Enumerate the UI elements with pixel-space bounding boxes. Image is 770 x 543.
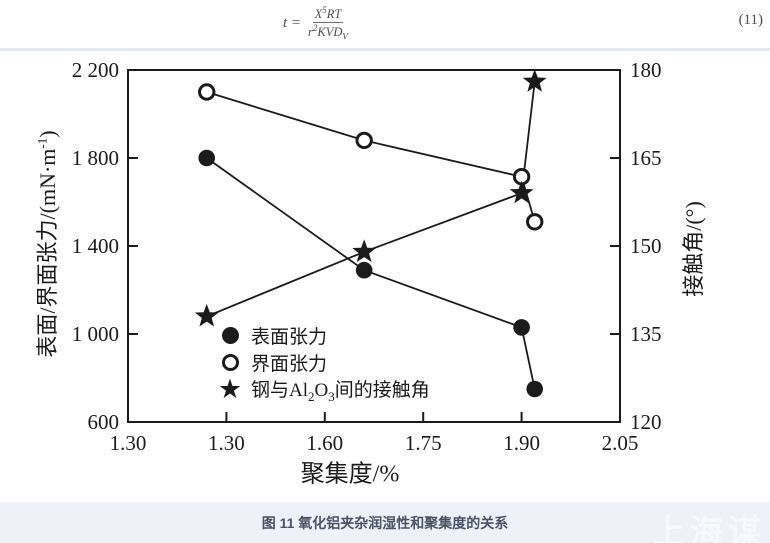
equation-lhs: t = [283, 14, 302, 31]
x-tick-label: 1.90 [503, 431, 540, 455]
watermark-text: 上海谋 [652, 513, 766, 543]
x-axis-title: 聚集度/% [300, 461, 400, 488]
equation: t = X5RT r2KVDV [283, 5, 348, 42]
legend-marker-cell [216, 327, 244, 344]
open-circle-icon [221, 354, 239, 371]
y-left-tick-label: 1 000 [71, 322, 119, 346]
legend-item-interface-tension: 界面张力 [216, 349, 430, 376]
x-tick-label: 2.05 [601, 431, 639, 455]
y-left-tick-label: 1 400 [71, 234, 119, 258]
y-right-tick-label: 135 [630, 322, 662, 346]
section-divider [0, 48, 770, 51]
chart-legend: 表面张力 界面张力 ★ 钢与Al2O3间的接触角 [216, 322, 430, 403]
figure-caption: 图 11 氧化铝夹杂润湿性和聚集度的关系 [261, 514, 509, 531]
filled-circle-icon [221, 327, 239, 344]
y-right-tick-label: 165 [630, 146, 662, 170]
x-tick-label: 1.30 [208, 431, 245, 455]
x-tick-label: 1.60 [306, 431, 344, 455]
y-right-tick-label: 120 [630, 410, 662, 434]
legend-item-surface-tension: 表面张力 [216, 322, 430, 349]
equation-denominator: r2KVDV [308, 22, 348, 42]
y-right-tick-label: 150 [630, 234, 662, 258]
caption-band: 图 11 氧化铝夹杂润湿性和聚集度的关系 [0, 502, 770, 543]
legend-label-interface-tension: 界面张力 [251, 354, 328, 375]
y-right-tick-label: 180 [630, 58, 662, 82]
y-left-tick-label: 1 800 [71, 146, 119, 170]
y-left-tick-label: 2 200 [71, 58, 119, 82]
equation-numerator: X5RT [312, 5, 344, 23]
star-icon: ★ [217, 374, 243, 405]
y-left-tick-label: 600 [87, 410, 120, 434]
legend-label-contact-angle: 钢与Al2O3间的接触角 [251, 379, 430, 404]
equation-number: (11) [738, 12, 763, 28]
equation-fraction: X5RT r2KVDV [308, 5, 348, 42]
legend-item-contact-angle: ★ 钢与Al2O3间的接触角 [216, 376, 430, 403]
x-tick-label: 1.75 [404, 431, 442, 455]
legend-label-surface-tension: 表面张力 [251, 327, 328, 348]
x-tick-label: 1.30 [109, 431, 147, 455]
legend-marker-cell [216, 354, 244, 371]
